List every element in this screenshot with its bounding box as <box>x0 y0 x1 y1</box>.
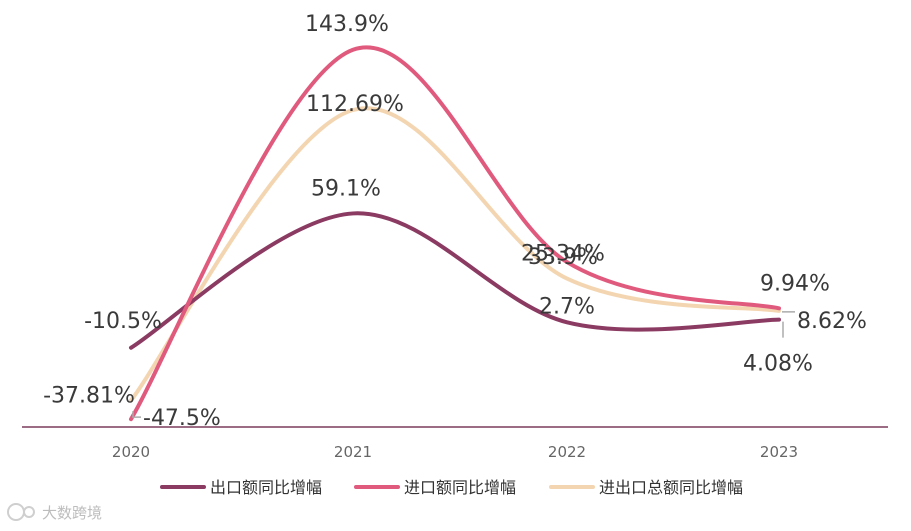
data-label-total: -37.81% <box>43 383 135 408</box>
series-layer <box>129 45 781 422</box>
legend-label: 出口额同比增幅 <box>210 478 322 497</box>
legend-item-total: 进出口总额同比增幅 <box>549 478 743 497</box>
data-label-export: -10.5% <box>84 309 162 334</box>
data-label-export: 2.7% <box>539 294 595 319</box>
watermark-logo-icon <box>7 503 35 521</box>
x-tick-label: 2020 <box>112 443 150 461</box>
legend-item-import: 进口额同比增幅 <box>354 478 516 497</box>
x-tick-label: 2021 <box>334 443 372 461</box>
x-tick-label: 2022 <box>548 443 586 461</box>
series-line-total <box>129 106 781 403</box>
series-line-import <box>129 45 781 422</box>
watermark-text: 大数跨境 <box>42 504 102 522</box>
watermark: 大数跨境 <box>7 503 102 522</box>
data-label-import: 143.9% <box>305 12 389 37</box>
data-labels: -10.5% 59.1% 2.7% 4.08% -47.5% 143.9% 33.9% 9.9… <box>43 12 867 431</box>
data-label-import: 9.94% <box>760 271 830 296</box>
legend-label: 进出口总额同比增幅 <box>599 478 743 497</box>
x-tick-label: 2023 <box>760 443 798 461</box>
data-label-total: 25.34% <box>521 242 605 267</box>
data-label-export: 59.1% <box>311 176 381 201</box>
series-line-export <box>129 211 781 350</box>
data-label-export: 4.08% <box>743 352 813 377</box>
data-label-total: 112.69% <box>306 92 404 117</box>
data-label-total: 8.62% <box>797 309 867 334</box>
data-label-import: -47.5% <box>143 406 221 431</box>
legend-label: 进口额同比增幅 <box>404 478 516 497</box>
legend-item-export: 出口额同比增幅 <box>160 478 322 497</box>
legend: 出口额同比增幅 进口额同比增幅 进出口总额同比增幅 <box>160 478 743 497</box>
leader-line-import <box>132 411 141 418</box>
data-label-import: 33.9% <box>528 245 598 270</box>
x-axis-ticks: 2020 2021 2022 2023 <box>112 443 798 461</box>
